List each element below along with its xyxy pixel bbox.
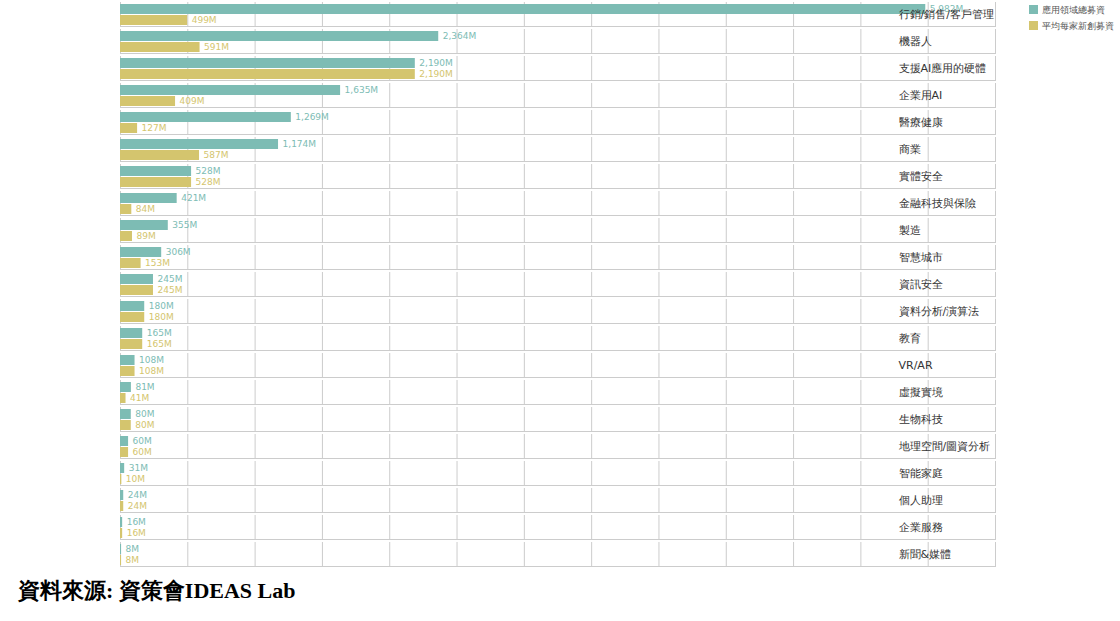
svg-text:127M: 127M <box>142 123 167 133</box>
svg-text:80M: 80M <box>135 409 154 419</box>
svg-text:591M: 591M <box>204 42 229 52</box>
svg-text:企業用AI: 企業用AI <box>899 89 943 102</box>
svg-text:機器人: 機器人 <box>899 35 932 48</box>
svg-text:409M: 409M <box>180 96 205 106</box>
svg-text:智能家庭: 智能家庭 <box>899 467 943 480</box>
svg-text:醫療健康: 醫療健康 <box>899 116 943 129</box>
svg-text:資訊安全: 資訊安全 <box>899 278 943 291</box>
svg-text:81M: 81M <box>135 382 154 392</box>
svg-text:10M: 10M <box>126 474 145 484</box>
svg-text:499M: 499M <box>192 15 217 25</box>
svg-text:165M: 165M <box>147 339 172 349</box>
svg-text:實體安全: 實體安全 <box>899 170 943 183</box>
svg-text:587M: 587M <box>204 150 229 160</box>
svg-text:355M: 355M <box>172 220 197 230</box>
svg-text:108M: 108M <box>139 366 164 376</box>
svg-text:80M: 80M <box>135 420 154 430</box>
svg-text:108M: 108M <box>139 355 164 365</box>
svg-text:2,190M: 2,190M <box>419 58 453 68</box>
svg-text:528M: 528M <box>196 177 221 187</box>
svg-text:教育: 教育 <box>899 332 921 345</box>
svg-text:個人助理: 個人助理 <box>899 494 943 507</box>
svg-text:16M: 16M <box>127 528 146 538</box>
svg-text:24M: 24M <box>128 490 147 500</box>
svg-text:245M: 245M <box>157 274 182 284</box>
svg-text:180M: 180M <box>149 301 174 311</box>
svg-text:60M: 60M <box>133 436 152 446</box>
html-text:資料來源: 資策會IDEAS Lab: 資料來源: 資策會IDEAS Lab <box>18 578 296 603</box>
svg-text:31M: 31M <box>129 463 148 473</box>
svg-text:虛擬實境: 虛擬實境 <box>899 386 943 399</box>
svg-text:165M: 165M <box>147 328 172 338</box>
svg-text:1,269M: 1,269M <box>295 112 329 122</box>
svg-text:資料分析/演算法: 資料分析/演算法 <box>899 305 980 318</box>
svg-text:60M: 60M <box>133 447 152 457</box>
svg-text:VR/AR: VR/AR <box>899 359 933 372</box>
html-text:平均每家新創募資: 平均每家新創募資 <box>1042 21 1114 31</box>
svg-text:2,190M: 2,190M <box>419 69 453 79</box>
svg-text:180M: 180M <box>149 312 174 322</box>
svg-text:8M: 8M <box>126 544 140 554</box>
svg-text:306M: 306M <box>166 247 191 257</box>
svg-text:商業: 商業 <box>899 143 921 156</box>
svg-text:支援AI應用的硬體: 支援AI應用的硬體 <box>899 62 987 75</box>
svg-text:新聞&媒體: 新聞&媒體 <box>899 548 952 561</box>
svg-text:84M: 84M <box>136 204 155 214</box>
svg-text:1,174M: 1,174M <box>283 139 317 149</box>
svg-text:2,364M: 2,364M <box>443 31 477 41</box>
svg-text:8M: 8M <box>126 555 140 565</box>
svg-text:245M: 245M <box>157 285 182 295</box>
svg-text:地理空間/圖資分析: 地理空間/圖資分析 <box>898 440 991 453</box>
svg-text:528M: 528M <box>196 166 221 176</box>
svg-text:1,635M: 1,635M <box>345 85 379 95</box>
html-text:應用領域總募資: 應用領域總募資 <box>1042 5 1105 15</box>
svg-text:16M: 16M <box>127 517 146 527</box>
svg-text:製造: 製造 <box>899 224 921 237</box>
svg-text:421M: 421M <box>181 193 206 203</box>
svg-text:智慧城市: 智慧城市 <box>899 251 943 264</box>
svg-text:企業服務: 企業服務 <box>899 521 943 534</box>
svg-text:行銷/銷售/客戶管理: 行銷/銷售/客戶管理 <box>899 8 994 21</box>
svg-text:生物科技: 生物科技 <box>899 413 943 426</box>
svg-text:153M: 153M <box>145 258 170 268</box>
svg-text:24M: 24M <box>128 501 147 511</box>
svg-text:89M: 89M <box>136 231 155 241</box>
svg-text:41M: 41M <box>130 393 149 403</box>
svg-text:金融科技與保險: 金融科技與保險 <box>899 197 976 210</box>
